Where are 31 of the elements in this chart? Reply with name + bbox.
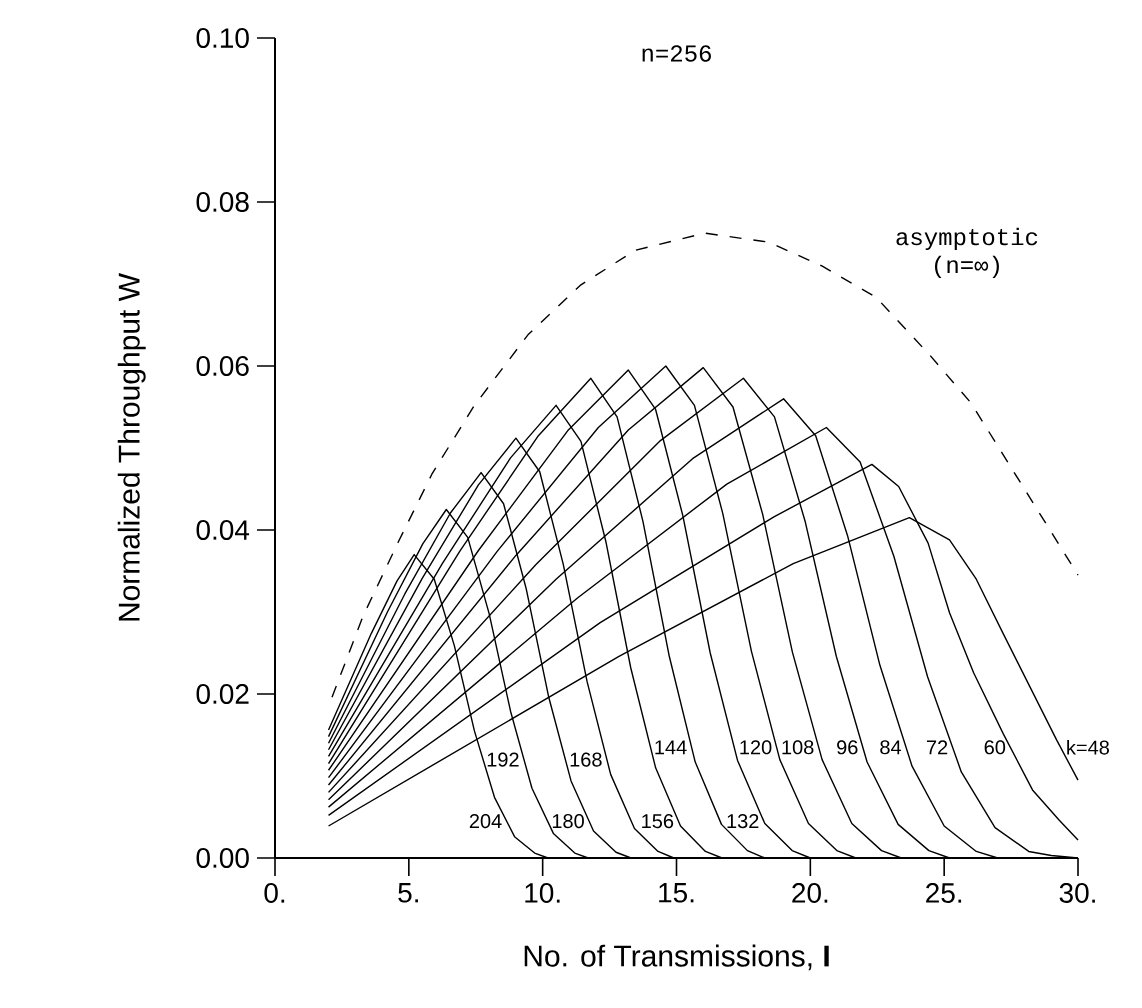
x-axis-title: No. of Transmissions, I — [524, 944, 829, 971]
series-label: 180 — [552, 814, 584, 829]
chart-title: n=256 — [642, 45, 711, 62]
series-label: 120 — [740, 740, 772, 755]
y-tick-label: 0.06 — [196, 356, 249, 376]
series-label: asymptotic (n=∞) — [896, 227, 1038, 279]
x-tick-label: 30. — [1059, 883, 1095, 903]
x-tick-label: 5. — [398, 883, 418, 903]
y-tick-label: 0.10 — [196, 28, 249, 48]
series-label: 108 — [782, 740, 814, 755]
series-label: 204 — [469, 814, 502, 829]
y-tick-label: 0.02 — [196, 684, 249, 704]
y-tick-label: 0.04 — [196, 520, 250, 540]
x-tick-label: 15. — [659, 883, 694, 903]
series-label: 156 — [642, 814, 674, 829]
series-label: 60 — [984, 740, 1006, 755]
series-label: 168 — [570, 752, 602, 767]
series-label: k=48 — [1067, 739, 1109, 755]
y-tick-label: 0.00 — [196, 848, 249, 868]
x-tick-label: 25. — [926, 883, 962, 903]
series-label: 144 — [655, 740, 687, 755]
x-tick-label: 20. — [792, 883, 828, 903]
series-label: 84 — [880, 740, 902, 755]
series-label: 132 — [727, 814, 759, 829]
x-tick-label: 0. — [264, 883, 285, 903]
series-label: 72 — [926, 740, 948, 755]
y-axis-title: Normalized Throughput W — [117, 273, 146, 621]
y-tick-label: 0.08 — [196, 192, 249, 212]
x-tick-label: 10. — [525, 883, 560, 903]
series-label: 192 — [487, 752, 519, 767]
series-label: 96 — [837, 740, 858, 755]
